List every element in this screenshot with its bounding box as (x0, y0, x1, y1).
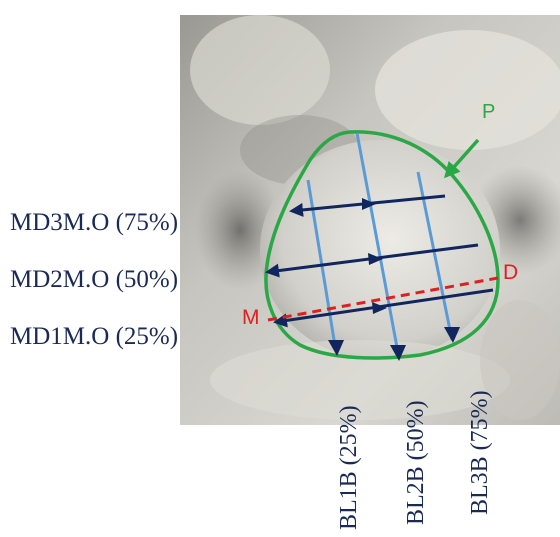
md1-arrow (273, 288, 494, 328)
bl3-arrowhead (444, 327, 460, 343)
point-p-label: P (482, 101, 495, 123)
bl2-label: BL2B (50%) (403, 400, 429, 525)
md2-midhead (368, 253, 383, 265)
bl1-arrowhead (328, 340, 344, 356)
bl1-label: BL1B (25%) (336, 405, 362, 530)
md-arrows (265, 194, 494, 328)
md3-midhead (362, 198, 376, 210)
point-d-label: D (503, 261, 518, 284)
md1-midhead (372, 302, 387, 314)
md1-label: MD1M.O (25%) (10, 323, 178, 350)
bl-arrowheads (328, 327, 460, 361)
tooth-outline (264, 130, 500, 360)
p-pointer-arrow (444, 138, 480, 179)
bl3-line (416, 171, 454, 341)
bl3-label: BL3B (75%) (467, 390, 493, 515)
md2-label: MD2M.O (50%) (10, 266, 178, 293)
dental-cast-photo (180, 15, 560, 425)
md3-label: MD3M.O (75%) (10, 209, 178, 236)
md-reference-line (267, 276, 499, 322)
bl2-arrowhead (390, 345, 406, 361)
bl2-line (355, 132, 401, 359)
point-m-label: M (242, 306, 260, 329)
